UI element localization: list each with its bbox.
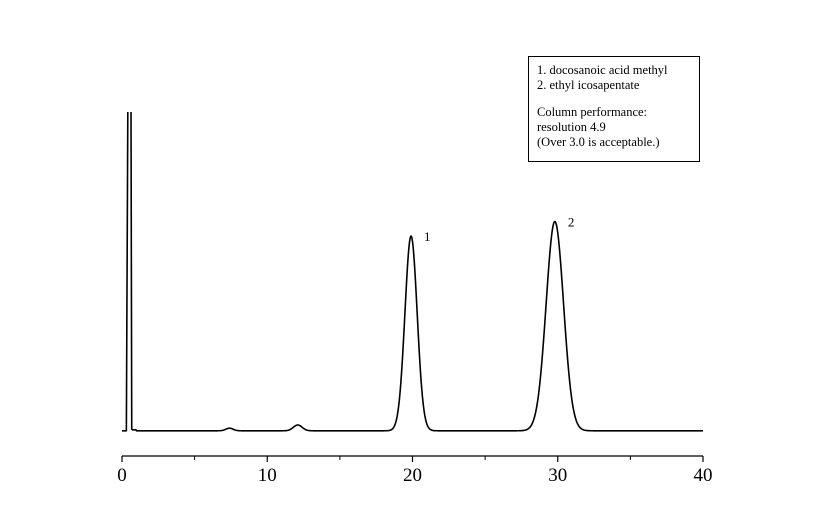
x-axis: 0 10 20 30 40 xyxy=(117,455,713,486)
chromatogram-trace xyxy=(122,111,704,432)
peak-labels: 12 xyxy=(424,214,574,243)
legend-line-5: (Over 3.0 is acceptable.) xyxy=(537,135,660,149)
x-tick-label-20: 20 xyxy=(403,465,422,486)
x-tick-label-0: 0 xyxy=(117,465,127,486)
x-tick-label-40: 40 xyxy=(694,465,713,486)
peak-label-1: 1 xyxy=(424,229,431,244)
legend-line-4: resolution 4.9 xyxy=(537,120,606,134)
x-tick-label-10: 10 xyxy=(258,465,277,486)
legend-box: 1. docosanoic acid methyl 2. ethyl icosa… xyxy=(528,56,700,162)
x-tick-label-30: 30 xyxy=(548,465,567,486)
trace-layer xyxy=(122,111,704,432)
legend-line-1: 1. docosanoic acid methyl xyxy=(537,63,668,77)
legend-line-3: Column performance: xyxy=(537,105,648,119)
legend-line-2: 2. ethyl icosapentate xyxy=(537,78,640,92)
legend-gap xyxy=(537,93,691,105)
peak-label-2: 2 xyxy=(568,214,575,229)
